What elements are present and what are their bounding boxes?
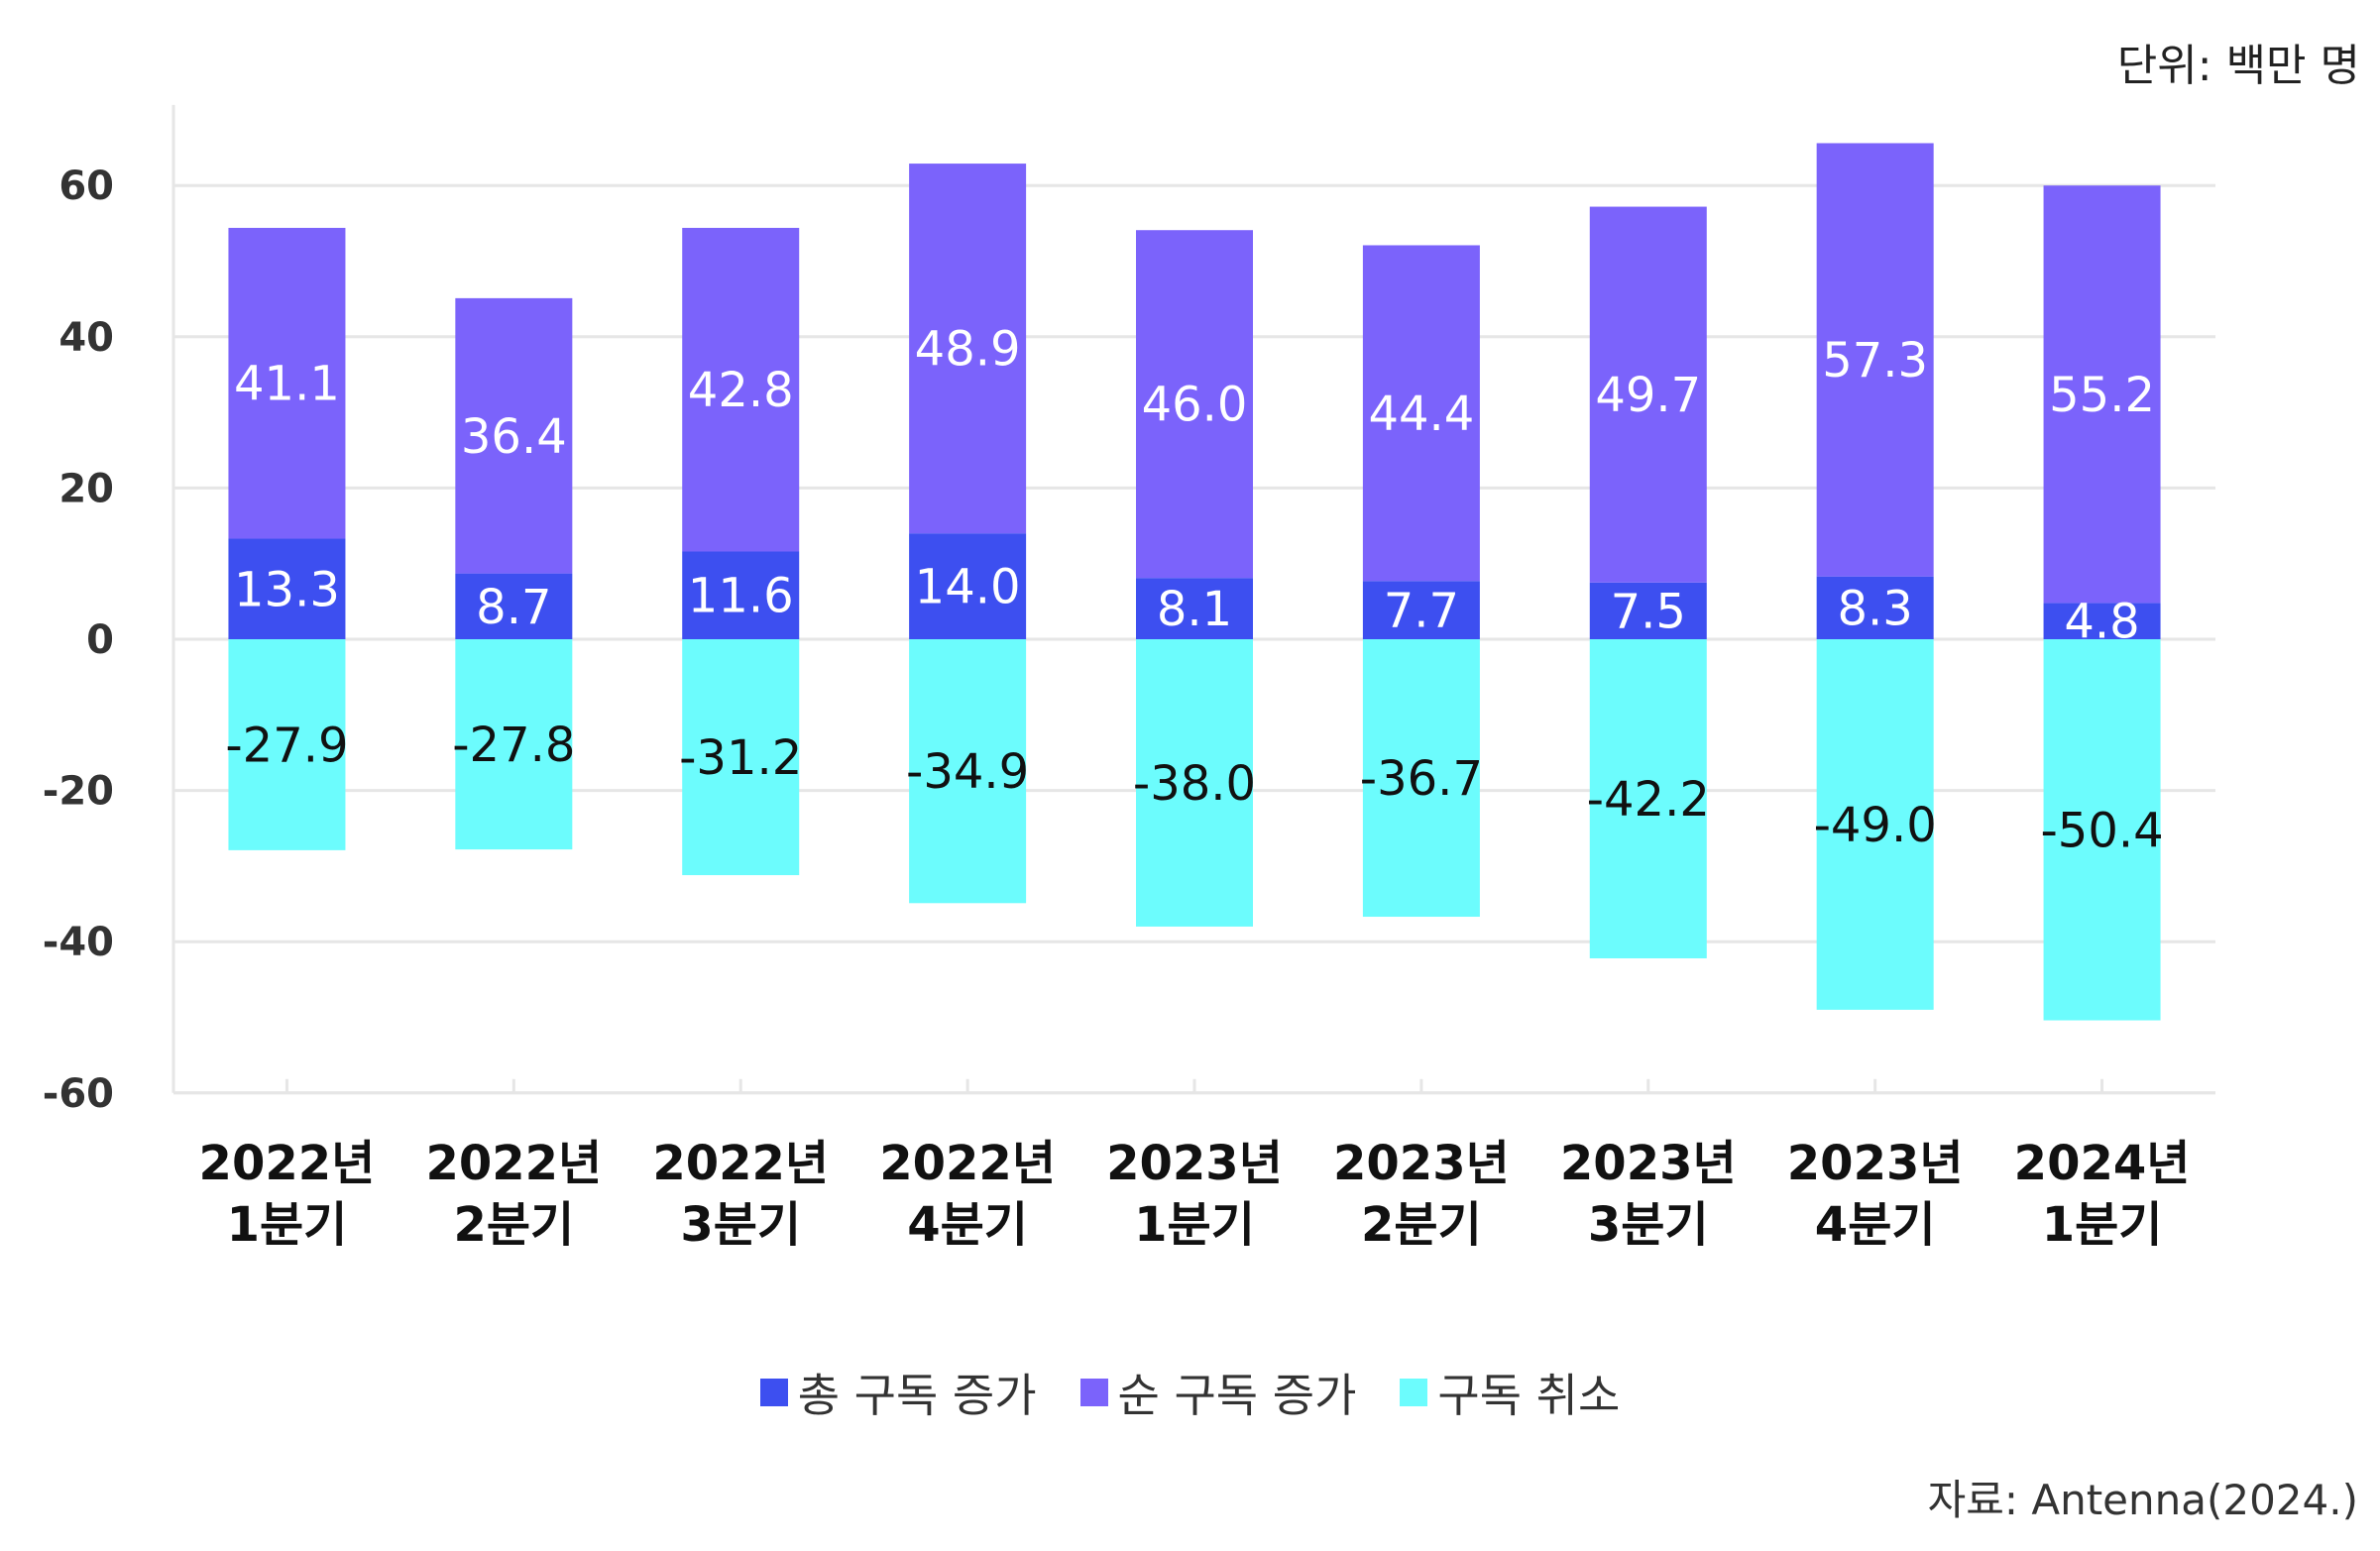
bar-gross-adds xyxy=(455,573,573,639)
data-label-net-adds: 41.1 xyxy=(234,357,340,412)
data-label-gross-adds: 13.3 xyxy=(234,562,340,617)
x-tick-label-quarter: 3분기 xyxy=(680,1197,801,1253)
bar-gross-adds xyxy=(1589,582,1707,639)
data-label-cancellations: -27.9 xyxy=(225,718,348,773)
source-label: 자료: Antenna(2024.) xyxy=(1927,1476,2358,1524)
bar-gross-adds xyxy=(2043,603,2161,639)
x-tick-label-quarter: 1분기 xyxy=(1134,1197,1255,1253)
data-label-net-adds: 44.4 xyxy=(1368,387,1474,442)
bar-gross-adds xyxy=(228,538,346,639)
legend-item-cancellations: 구독 취소 xyxy=(1400,1360,1620,1425)
bar-net-adds xyxy=(1589,206,1707,583)
y-tick-label: 40 xyxy=(58,315,114,361)
bar-cancellations xyxy=(1816,639,1934,1010)
bar-net-adds xyxy=(682,227,800,552)
data-label-gross-adds: 8.7 xyxy=(476,580,551,635)
data-label-net-adds: 48.9 xyxy=(915,322,1021,378)
data-label-cancellations: -38.0 xyxy=(1133,756,1256,812)
bar-net-adds xyxy=(1362,245,1480,582)
y-tick-label: 20 xyxy=(58,466,114,511)
x-tick-label-quarter: 4분기 xyxy=(907,1197,1028,1253)
x-tick-label-year: 2022년 xyxy=(199,1136,376,1191)
data-label-net-adds: 46.0 xyxy=(1142,378,1248,433)
x-tick-label-year: 2023년 xyxy=(1560,1136,1737,1191)
x-tick-label-year: 2024년 xyxy=(2014,1136,2191,1191)
data-label-cancellations: -36.7 xyxy=(1360,751,1483,807)
data-label-cancellations: -49.0 xyxy=(1814,798,1937,853)
data-label-gross-adds: 8.3 xyxy=(1837,581,1912,636)
bar-gross-adds xyxy=(1136,578,1253,639)
x-tick-label-quarter: 2분기 xyxy=(1361,1197,1482,1253)
bar-net-adds xyxy=(455,297,573,574)
legend-swatch-cancellations xyxy=(1400,1379,1428,1406)
x-tick-label-year: 2022년 xyxy=(652,1136,829,1191)
bar-cancellations xyxy=(682,639,800,876)
unit-label: 단위: 백만 명 xyxy=(2116,41,2360,91)
y-tick-label: 0 xyxy=(86,617,114,663)
x-tick-label-year: 2023년 xyxy=(1333,1136,1510,1191)
legend-label-cancellations: 구독 취소 xyxy=(1437,1369,1621,1422)
legend-swatch-net-adds xyxy=(1079,1379,1108,1406)
bar-net-adds xyxy=(2043,185,2161,604)
data-label-gross-adds: 8.1 xyxy=(1157,582,1232,637)
x-tick-label-year: 2022년 xyxy=(879,1136,1056,1191)
bar-net-adds xyxy=(228,227,346,539)
x-tick-label-year: 2023년 xyxy=(1106,1136,1283,1191)
x-tick-label-year: 2023년 xyxy=(1787,1136,1964,1191)
y-tick-label: -40 xyxy=(43,920,114,965)
bar-gross-adds xyxy=(1816,576,1934,639)
data-label-net-adds: 36.4 xyxy=(461,409,567,465)
x-tick-label-year: 2022년 xyxy=(425,1136,602,1191)
y-axis: 60 40 20 0 -20 -40 -60 xyxy=(43,104,175,1117)
data-label-net-adds: 49.7 xyxy=(1595,368,1701,423)
bar-cancellations xyxy=(1136,639,1253,927)
x-tick-label-quarter: 1분기 xyxy=(227,1197,348,1253)
bar-cancellations xyxy=(2043,639,2161,1021)
bar-net-adds xyxy=(1136,230,1253,579)
legend: 총 구독 증가 순 구독 증가 구독 취소 xyxy=(0,1360,2380,1425)
bar-cancellations xyxy=(228,639,346,850)
bar-net-adds xyxy=(1816,143,1934,577)
data-label-cancellations: -31.2 xyxy=(679,730,802,786)
legend-item-net-adds: 순 구독 증가 xyxy=(1079,1360,1357,1425)
bar-gross-adds xyxy=(1362,581,1480,639)
bar-gross-adds xyxy=(909,533,1027,639)
data-label-cancellations: -50.4 xyxy=(2040,803,2163,858)
data-label-gross-adds: 7.5 xyxy=(1611,584,1686,639)
bars xyxy=(228,143,2161,1021)
data-label-gross-adds: 11.6 xyxy=(688,569,794,624)
bar-cancellations xyxy=(1589,639,1707,958)
y-tick-label: -60 xyxy=(43,1071,114,1117)
data-label-gross-adds: 4.8 xyxy=(2064,595,2139,650)
data-label-net-adds: 57.3 xyxy=(1822,333,1928,388)
x-tick-label-quarter: 2분기 xyxy=(453,1197,574,1253)
bar-cancellations xyxy=(1362,639,1480,918)
x-tick-label-quarter: 3분기 xyxy=(1588,1197,1709,1253)
legend-label-gross-adds: 총 구독 증가 xyxy=(797,1369,1037,1422)
legend-item-gross-adds: 총 구독 증가 xyxy=(759,1360,1037,1425)
data-label-cancellations: -34.9 xyxy=(906,744,1029,800)
legend-label-net-adds: 순 구독 증가 xyxy=(1117,1369,1357,1422)
bar-cancellations xyxy=(909,639,1027,904)
x-tick-label-quarter: 1분기 xyxy=(2042,1197,2163,1253)
bar-cancellations xyxy=(455,639,573,850)
bar-gross-adds xyxy=(682,551,800,639)
data-label-cancellations: -42.2 xyxy=(1587,772,1710,828)
x-axis: 2022년 1분기 2022년 2분기 2022년 3분기 2022년 4분기 2023년 1분기… xyxy=(173,1078,2215,1253)
x-tick-label-quarter: 4분기 xyxy=(1815,1197,1936,1253)
legend-swatch-gross-adds xyxy=(759,1379,788,1406)
data-label-gross-adds: 7.7 xyxy=(1384,584,1459,639)
data-label-cancellations: -27.8 xyxy=(452,718,575,773)
data-label-net-adds: 42.8 xyxy=(688,363,794,418)
data-labels: 13.3 41.1 -27.9 8.7 36.4 -27.8 11.6 42.8 -31.2 14… xyxy=(225,322,2163,859)
data-label-gross-adds: 14.0 xyxy=(915,560,1021,615)
data-label-net-adds: 55.2 xyxy=(2049,368,2155,423)
y-tick-label: 60 xyxy=(58,164,114,209)
bar-net-adds xyxy=(909,164,1027,534)
y-tick-label: -20 xyxy=(43,769,114,815)
